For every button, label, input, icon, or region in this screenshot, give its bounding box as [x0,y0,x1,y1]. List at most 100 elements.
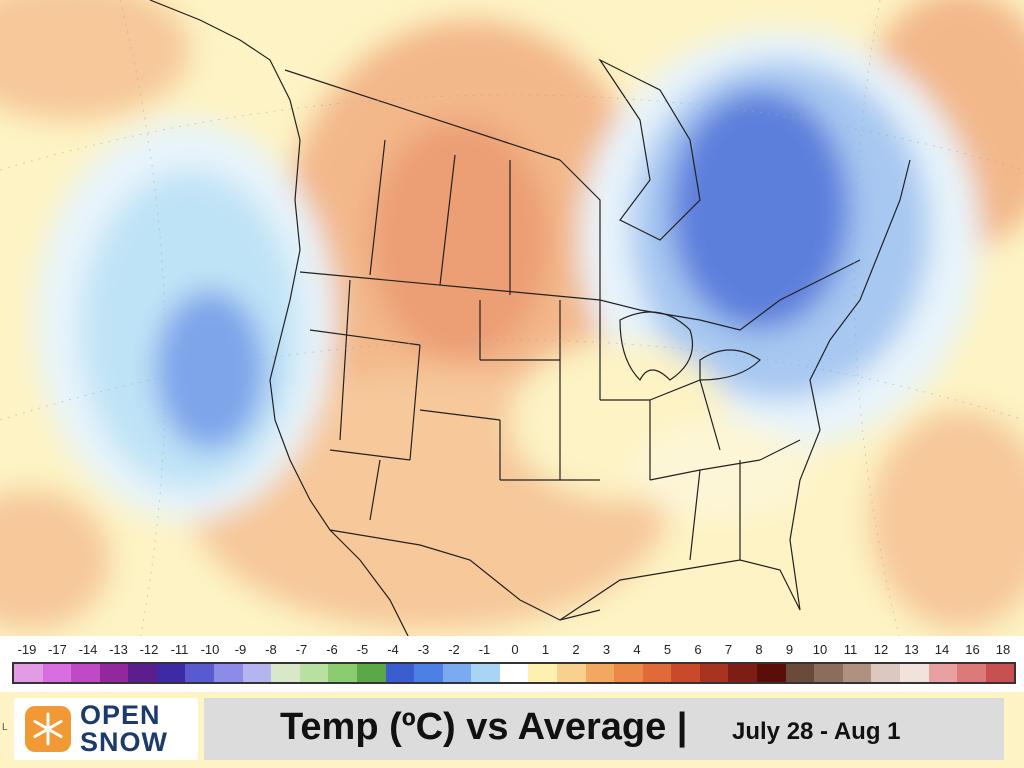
legend-swatch [785,664,815,682]
legend-label: -9 [234,642,247,657]
legend-label: -3 [417,642,430,657]
legend-tick-labels: -19 -17 -14 -13 -12 -11 -10 -9 -8 -7 -6 -5 -4 -3 -2 -1 0… [12,642,1018,660]
legend-swatch [928,664,958,682]
snowflake-icon [25,706,71,752]
legend-swatch [14,664,43,682]
warm-anomaly-pacific-west [0,0,190,120]
legend-swatch [585,664,615,682]
neutral-southeast [630,420,810,520]
date-range: July 28 - Aug 1 [732,718,901,745]
legend-label: -7 [295,642,308,657]
legend-swatch [185,664,215,682]
legend-swatch [728,664,758,682]
legend-swatch [471,664,500,682]
legend-label: 10 [812,642,828,657]
legend-label: 18 [995,642,1011,657]
warm-anomaly-core [370,120,550,360]
legend-label: 8 [755,642,763,657]
legend-label: -6 [326,642,338,657]
footer-banner: L OPEN SNOW Temp (ºC) vs Average | July … [0,692,1024,768]
legend-label: -14 [78,642,98,657]
legend-label: -19 [17,642,37,657]
legend-swatch [499,664,529,682]
legend-label: -1 [478,642,491,657]
canada-provinces [284,69,601,300]
us-states-east [599,300,801,561]
graticule [0,0,1024,640]
page-title: Temp (ºC) vs Average | [280,706,688,748]
cool-anomaly-east-core [670,90,850,330]
coastline-west [149,0,411,640]
legend-label: -13 [109,642,128,657]
legend-swatch [242,664,272,682]
legend-swatch [414,664,443,682]
legend-swatch [871,664,900,682]
gulf-coast [559,559,801,621]
logo-text-open: OPEN [80,700,161,730]
legend-swatch [299,664,329,682]
legend-swatch [757,664,786,682]
legend-label: -5 [356,642,369,657]
logo-wordmark: OPEN SNOW [80,702,168,756]
legend-label: 3 [602,642,611,657]
legend-label: 7 [724,642,733,657]
legend-swatch [156,664,186,682]
title-banner: Temp (ºC) vs Average | July 28 - Aug 1 [204,698,1004,760]
legend-swatch [328,664,357,682]
legend-label: 14 [934,642,950,657]
legend-swatch [699,664,729,682]
legend-swatch [614,664,643,682]
legend-label: 2 [572,642,580,657]
legend-swatch [99,664,129,682]
legend-swatch [556,664,586,682]
legend-label: 13 [904,642,919,657]
legend-label: -4 [387,642,399,657]
legend-swatch [442,664,472,682]
legend-label: 11 [843,642,858,657]
legend-label: 9 [785,642,794,657]
legend-swatch [985,664,1015,682]
great-lakes [619,311,761,382]
snowflake-lines [33,712,63,746]
temperature-legend: -19 -17 -14 -13 -12 -11 -10 -9 -8 -7 -6 -5 -4 -3 -2 -1 0… [0,636,1024,692]
temperature-anomaly-map [0,0,1024,640]
legend-swatch [671,664,700,682]
legend-swatch [128,664,157,682]
warm-anomaly-southwest-ocean [0,490,110,630]
legend-label: 0 [511,642,519,657]
legend-label: 6 [694,642,702,657]
legend-label: 16 [965,642,980,657]
logo-text-snow: SNOW [80,727,168,757]
anomaly-fields [0,0,1024,630]
legend-swatch [814,664,843,682]
hudson-bay [598,58,701,241]
east-coast [789,159,911,611]
opensnow-logo: OPEN SNOW [14,698,198,760]
warm-anomaly-south-atlantic [870,410,1024,630]
legend-swatch [957,664,986,682]
legend-swatch [642,664,672,682]
legend-swatch [42,664,72,682]
legend-label: -11 [170,642,189,657]
legend-swatch [528,664,557,682]
legend-label: -8 [265,642,277,657]
legend-swatch [842,664,872,682]
legend-label: -2 [448,642,460,657]
legend-label: 4 [633,642,641,657]
legend-label: 12 [873,642,889,657]
legend-label: 1 [541,642,550,657]
us-canada-border [299,259,861,331]
legend-swatch [214,664,243,682]
mexico-border [329,529,601,621]
cool-anomaly-pacific-core [155,290,265,450]
legend-label: -12 [139,642,159,657]
us-states-west [309,279,600,521]
legend-swatch [356,664,386,682]
legend-swatch [271,664,300,682]
legend-swatch [71,664,100,682]
legend-label: -10 [200,642,220,657]
legend-swatch [385,664,415,682]
legend-swatch [899,664,929,682]
legend-label: -17 [48,642,67,657]
legend-color-bar [12,662,1016,684]
